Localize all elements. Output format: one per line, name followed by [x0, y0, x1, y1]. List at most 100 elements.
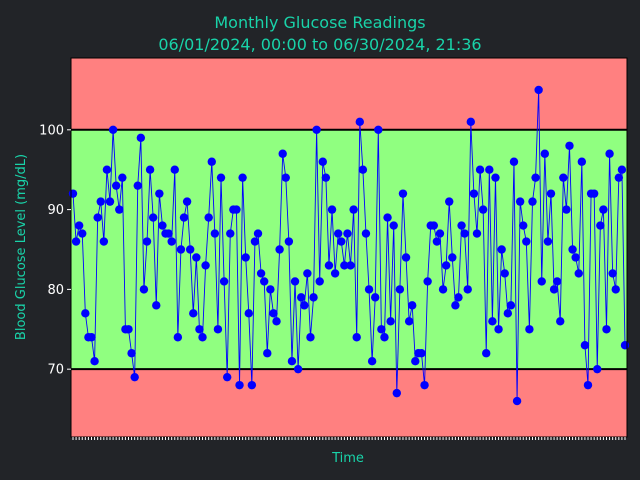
data-point	[451, 301, 460, 310]
data-point	[602, 325, 611, 334]
data-point	[74, 221, 84, 230]
data-point	[420, 380, 429, 390]
data-point	[377, 325, 386, 334]
data-point	[383, 213, 392, 222]
data-point	[352, 333, 361, 342]
data-point	[546, 189, 556, 198]
data-point	[460, 229, 469, 238]
data-point	[297, 293, 306, 302]
data-point	[488, 317, 497, 326]
data-point	[337, 237, 346, 246]
data-point	[438, 285, 448, 294]
data-point	[577, 157, 587, 166]
data-point	[589, 189, 599, 198]
chart-title: Monthly Glucose Readings	[214, 13, 426, 32]
y-tick-label: 100	[39, 123, 64, 138]
data-point	[334, 229, 343, 238]
data-point	[219, 277, 229, 286]
data-point	[596, 221, 605, 230]
data-point	[411, 357, 420, 366]
data-point	[105, 197, 115, 206]
data-point	[81, 309, 90, 318]
data-point	[343, 229, 352, 238]
data-point	[408, 301, 417, 310]
plot-frame	[70, 57, 628, 438]
data-point	[78, 229, 87, 238]
data-point	[531, 173, 540, 182]
data-point	[195, 325, 204, 334]
data-point	[284, 237, 294, 246]
data-point	[179, 213, 189, 222]
data-point	[475, 165, 485, 174]
data-point	[571, 253, 580, 262]
data-point	[559, 173, 568, 182]
data-point	[142, 237, 152, 246]
data-point	[293, 364, 303, 374]
data-point	[509, 157, 519, 166]
data-point	[448, 253, 457, 262]
data-point	[269, 309, 278, 318]
data-point	[136, 133, 146, 142]
chart-subtitle: 06/01/2024, 00:00 to 06/30/2024, 21:36	[158, 35, 482, 54]
data-point	[537, 277, 546, 286]
data-point	[340, 261, 349, 270]
data-point	[108, 125, 118, 135]
data-point	[491, 173, 500, 182]
data-point	[115, 205, 124, 214]
data-point	[71, 237, 81, 246]
data-point	[392, 388, 401, 398]
data-point	[198, 333, 207, 342]
data-point	[99, 237, 109, 246]
data-point	[552, 277, 562, 286]
data-point	[380, 333, 389, 342]
data-point	[312, 125, 321, 135]
data-point	[164, 229, 173, 238]
data-point	[469, 189, 479, 198]
data-point	[494, 325, 503, 334]
data-point	[278, 149, 287, 158]
data-point	[238, 173, 247, 182]
data-point	[170, 165, 179, 174]
data-point	[201, 261, 210, 270]
data-point	[244, 309, 253, 318]
data-point	[90, 357, 99, 366]
y-tick-label: 90	[47, 203, 64, 218]
data-point	[463, 285, 472, 294]
data-point	[275, 245, 284, 254]
data-point	[148, 213, 158, 222]
data-point	[614, 173, 624, 182]
data-point	[152, 301, 161, 310]
data-point	[309, 293, 318, 302]
data-point	[432, 237, 442, 246]
data-point	[512, 396, 522, 406]
data-point	[87, 333, 96, 342]
data-point	[287, 357, 297, 366]
data-point	[466, 117, 476, 127]
data-point	[562, 205, 571, 214]
data-point	[457, 221, 466, 230]
data-point	[216, 173, 226, 182]
data-point	[306, 333, 315, 342]
data-point	[176, 245, 186, 254]
x-axis-label: Time	[331, 451, 364, 466]
data-point	[441, 261, 451, 270]
data-point	[68, 189, 78, 198]
data-point	[404, 317, 414, 326]
data-point	[111, 181, 121, 190]
data-point	[361, 229, 371, 238]
data-point	[364, 285, 374, 294]
data-point	[118, 173, 127, 182]
data-point	[497, 245, 506, 254]
data-point	[204, 213, 213, 222]
y-tick-label: 70	[47, 363, 64, 378]
data-point	[358, 165, 368, 174]
data-point	[429, 221, 438, 230]
data-point	[534, 85, 543, 95]
data-point	[417, 349, 426, 358]
data-point	[256, 269, 266, 278]
data-point	[528, 197, 537, 206]
data-point	[556, 317, 565, 326]
data-point	[620, 341, 630, 350]
data-point	[247, 380, 257, 390]
data-point	[605, 149, 614, 158]
